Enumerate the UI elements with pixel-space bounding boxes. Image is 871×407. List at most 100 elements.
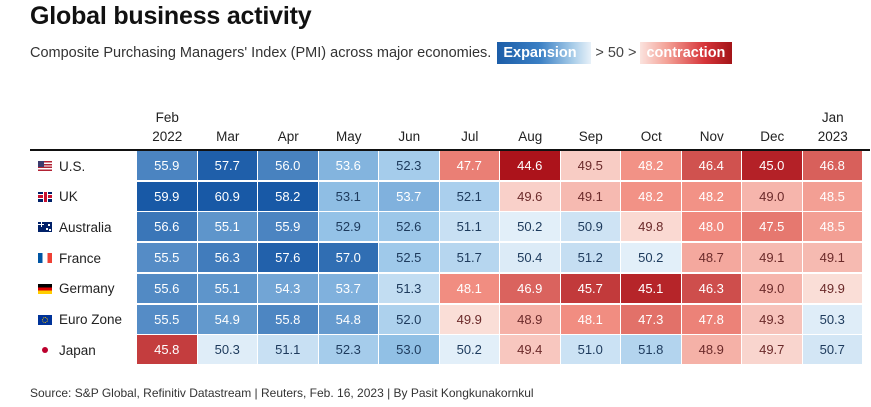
heatmap-cell: 49.1: [802, 243, 863, 274]
heatmap-cell: 53.6: [318, 151, 379, 181]
column-header-top: Feb: [155, 110, 179, 125]
heatmap-cell: 55.5: [137, 304, 198, 335]
column-header: Nov: [682, 104, 743, 146]
heatmap-cell: 51.1: [258, 335, 319, 366]
heatmap-cell: 47.3: [621, 304, 682, 335]
heatmap-cell: 52.5: [379, 243, 440, 274]
heatmap-cell: 55.9: [137, 151, 198, 181]
column-header-label: Dec: [760, 129, 785, 144]
heatmap-cell: 48.2: [681, 181, 742, 212]
heatmap-cell: 49.9: [802, 273, 863, 304]
heatmap-cell: 46.9: [500, 273, 561, 304]
heatmap-cell: 49.1: [560, 181, 621, 212]
heatmap-cell: 56.0: [258, 151, 319, 181]
row-label: France: [30, 243, 136, 273]
heatmap-cell: 50.7: [802, 335, 863, 366]
heatmap-cell: 48.5: [802, 212, 863, 243]
heatmap-cell: 55.5: [137, 243, 198, 274]
heatmap-cell: 49.7: [742, 335, 803, 366]
heatmap-cell: 52.3: [379, 151, 440, 181]
row-name: Australia: [59, 219, 112, 235]
column-header-label: 2022: [152, 129, 183, 144]
us-flag-icon: [38, 161, 52, 171]
legend-threshold: > 50 >: [595, 45, 637, 61]
row-label: Australia: [30, 212, 136, 242]
row-name: Euro Zone: [59, 312, 123, 327]
row-name: UK: [59, 189, 78, 205]
heatmap-cell: 50.3: [802, 304, 863, 335]
column-header-label: Jul: [461, 129, 479, 144]
heatmap-cell: 53.7: [379, 181, 440, 212]
column-header-label: Apr: [277, 129, 299, 144]
heatmap-cell: 58.2: [258, 181, 319, 212]
heatmap-cell: 45.8: [137, 335, 198, 366]
source-note: Source: S&P Global, Refinitiv Datastream…: [30, 386, 534, 400]
column-header-label: Aug: [518, 129, 543, 144]
heatmap-cell: 53.7: [318, 273, 379, 304]
heatmap-cell: 57.7: [197, 151, 258, 181]
heatmap-cell: 55.1: [197, 212, 258, 243]
legend-expansion: Expansion: [497, 42, 592, 64]
heatmap-cell: 57.0: [318, 243, 379, 274]
heatmap-cell: 49.9: [439, 304, 500, 335]
heatmap-cell: 48.7: [681, 243, 742, 274]
heatmap-cell: 46.4: [681, 151, 742, 181]
column-header: Jul: [440, 104, 501, 146]
column-header: Jan 2023: [803, 104, 864, 146]
heatmap-cell: 48.2: [621, 151, 682, 181]
heatmap-cell: 46.3: [681, 273, 742, 304]
australia-flag-icon: [38, 222, 52, 233]
heatmap-cell: 52.9: [318, 212, 379, 243]
heatmap-cell: 56.3: [197, 243, 258, 274]
heatmap-cell: 48.5: [802, 181, 863, 212]
column-header: Mar: [198, 104, 259, 146]
header-divider: [30, 149, 870, 151]
heatmap-cell: 49.0: [742, 273, 803, 304]
heatmap-cell: 51.0: [560, 335, 621, 366]
heatmap-cell: 55.1: [197, 273, 258, 304]
heatmap-cell: 55.8: [258, 304, 319, 335]
heatmap-cell: 49.5: [560, 151, 621, 181]
row-label: Euro Zone: [30, 305, 136, 335]
heatmap-cell: 55.6: [137, 273, 198, 304]
column-header: Apr: [258, 104, 319, 146]
heatmap-cell: 48.0: [681, 212, 742, 243]
row-name: Japan: [59, 342, 96, 358]
heatmap-cell: 57.6: [258, 243, 319, 274]
heatmap-cell: 47.5: [742, 212, 803, 243]
heatmap-cell: 50.4: [500, 243, 561, 274]
column-header-label: May: [335, 129, 362, 144]
heatmap-cell: 49.1: [742, 243, 803, 274]
heatmap-cell: 52.0: [379, 304, 440, 335]
heatmap-cell: 51.1: [439, 212, 500, 243]
column-header-label: Jun: [398, 129, 421, 144]
heatmap-cell: 52.3: [318, 335, 379, 366]
heatmap-cell: 49.3: [742, 304, 803, 335]
column-header-label: 2023: [817, 129, 848, 144]
heatmap-cell: 53.0: [379, 335, 440, 366]
heatmap-cell: 60.9: [197, 181, 258, 212]
heatmap-cell: 51.7: [439, 243, 500, 274]
heatmap-cell: 55.9: [258, 212, 319, 243]
column-header-label: Oct: [640, 129, 662, 144]
row-name: U.S.: [59, 158, 86, 174]
heatmap-cell: 54.9: [197, 304, 258, 335]
heatmap-cell: 49.8: [621, 212, 682, 243]
heatmap-cell: 52.6: [379, 212, 440, 243]
row-name: France: [59, 250, 102, 266]
heatmap-cell: 48.9: [681, 335, 742, 366]
heatmap-cell: 48.1: [560, 304, 621, 335]
heatmap-cell: 51.3: [379, 273, 440, 304]
heatmap-cell: 50.2: [621, 243, 682, 274]
heatmap-cell: 46.8: [802, 151, 863, 181]
heatmap-cell: 51.8: [621, 335, 682, 366]
heatmap-cell: 47.7: [439, 151, 500, 181]
column-header: Dec: [742, 104, 803, 146]
column-header: May: [319, 104, 380, 146]
heatmap-cell: 54.8: [318, 304, 379, 335]
column-header: Jun: [379, 104, 440, 146]
heatmap-cell: 48.1: [439, 273, 500, 304]
eu-flag-icon: [38, 314, 52, 325]
column-header: Feb 2022: [137, 104, 198, 146]
row-label: Japan: [30, 335, 136, 365]
